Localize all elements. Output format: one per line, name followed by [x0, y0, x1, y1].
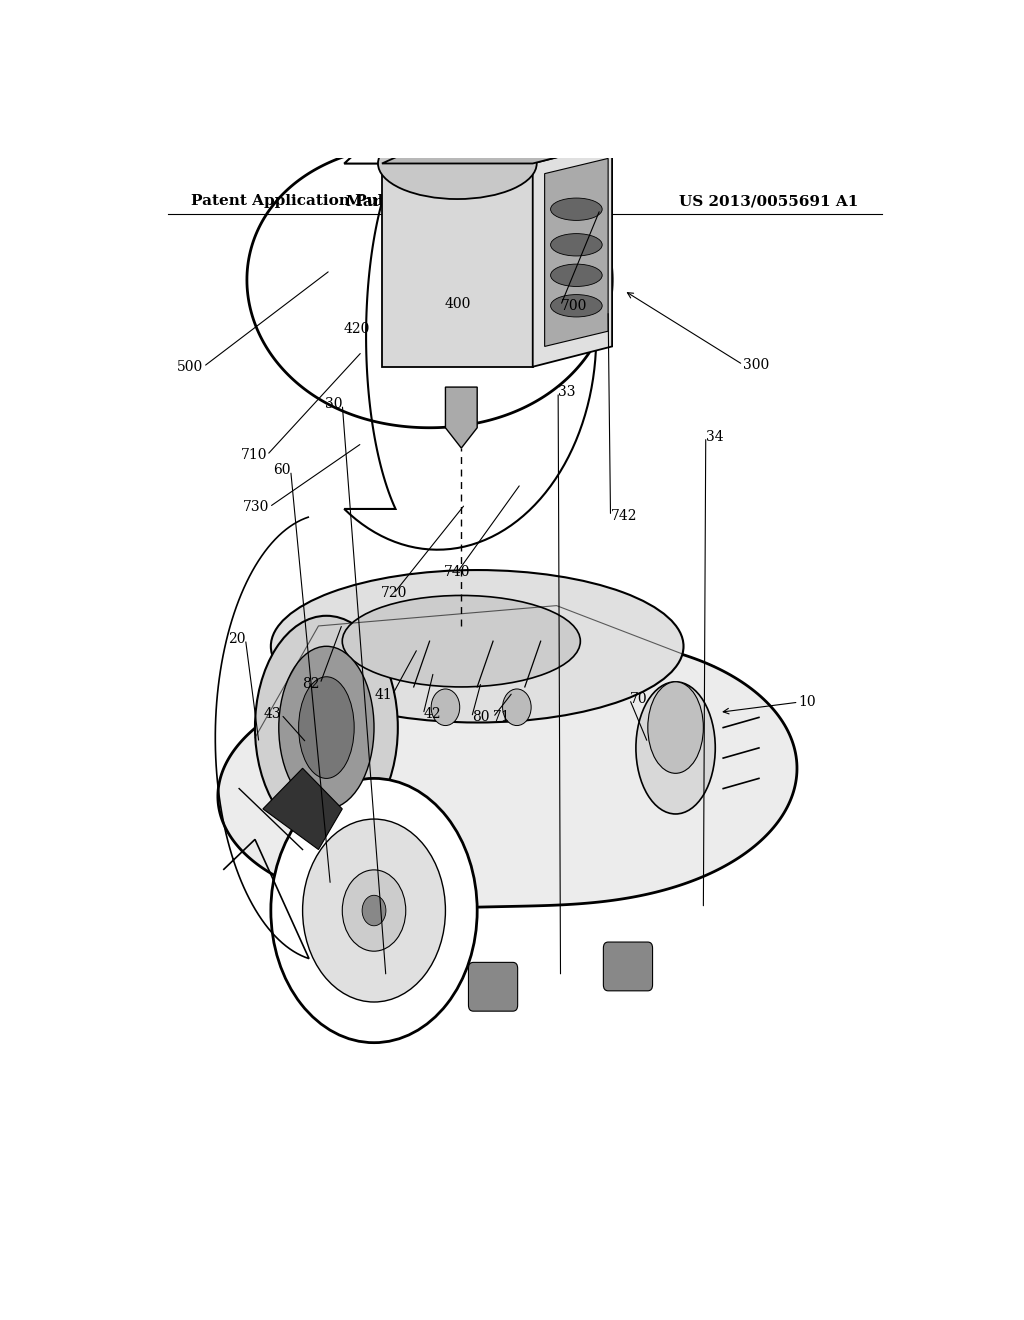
- FancyBboxPatch shape: [603, 942, 652, 991]
- Text: 80: 80: [472, 710, 489, 725]
- Text: 60: 60: [273, 463, 291, 478]
- Text: 10: 10: [799, 696, 816, 709]
- Circle shape: [270, 779, 477, 1043]
- Ellipse shape: [279, 647, 374, 809]
- Circle shape: [303, 818, 445, 1002]
- Polygon shape: [247, 143, 612, 428]
- FancyBboxPatch shape: [468, 962, 518, 1011]
- Polygon shape: [445, 387, 477, 447]
- Ellipse shape: [636, 682, 715, 814]
- Ellipse shape: [551, 234, 602, 256]
- Ellipse shape: [270, 570, 684, 722]
- Text: 70: 70: [630, 692, 647, 706]
- Text: 30: 30: [325, 397, 342, 412]
- Text: 34: 34: [706, 430, 723, 444]
- Text: 420: 420: [344, 322, 370, 337]
- Text: 720: 720: [381, 586, 408, 601]
- Ellipse shape: [551, 294, 602, 317]
- Text: 742: 742: [610, 510, 637, 523]
- Text: 730: 730: [243, 500, 269, 513]
- Circle shape: [431, 689, 460, 726]
- Text: 20: 20: [228, 632, 246, 647]
- Polygon shape: [382, 128, 612, 164]
- Text: 41: 41: [375, 688, 392, 702]
- Text: FIG.7: FIG.7: [428, 275, 495, 297]
- Text: 400: 400: [444, 297, 471, 310]
- Text: 82: 82: [302, 677, 321, 690]
- Text: Patent Application Publication: Patent Application Publication: [191, 194, 454, 209]
- Polygon shape: [382, 164, 532, 367]
- Text: 300: 300: [743, 358, 769, 372]
- Circle shape: [342, 870, 406, 952]
- Circle shape: [503, 689, 531, 726]
- Text: Mar. 7, 2013  Sheet 7 of 23: Mar. 7, 2013 Sheet 7 of 23: [346, 194, 577, 209]
- Ellipse shape: [255, 615, 397, 840]
- Ellipse shape: [342, 595, 581, 686]
- Text: 740: 740: [444, 565, 471, 579]
- Text: 33: 33: [558, 385, 575, 399]
- Ellipse shape: [378, 128, 537, 199]
- Ellipse shape: [551, 198, 602, 220]
- Ellipse shape: [299, 677, 354, 779]
- Text: US 2013/0055691 A1: US 2013/0055691 A1: [679, 194, 858, 209]
- Polygon shape: [263, 768, 342, 850]
- Polygon shape: [545, 158, 608, 346]
- Polygon shape: [218, 639, 797, 908]
- Text: 700: 700: [560, 298, 587, 313]
- Text: 43: 43: [263, 708, 282, 721]
- Text: 710: 710: [241, 449, 267, 462]
- Ellipse shape: [551, 264, 602, 286]
- Ellipse shape: [648, 682, 703, 774]
- Polygon shape: [532, 143, 612, 367]
- Text: 500: 500: [177, 360, 204, 374]
- Circle shape: [362, 895, 386, 925]
- Text: 71: 71: [494, 710, 511, 725]
- Text: 42: 42: [423, 708, 441, 721]
